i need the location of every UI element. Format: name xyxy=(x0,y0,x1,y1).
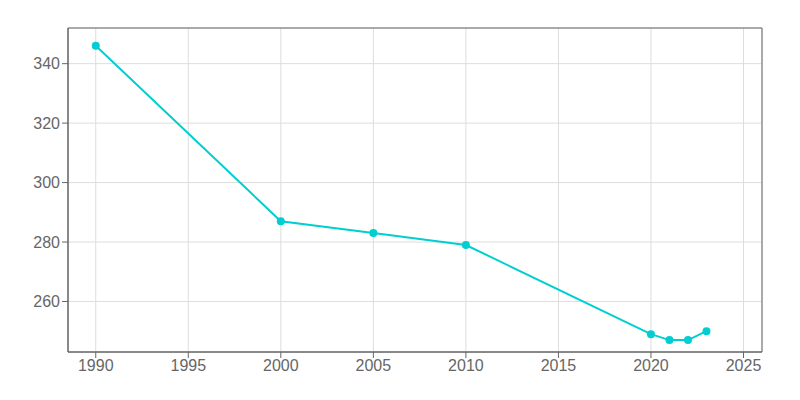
svg-text:260: 260 xyxy=(33,293,60,310)
svg-text:2020: 2020 xyxy=(633,357,669,374)
svg-text:340: 340 xyxy=(33,55,60,72)
svg-text:1990: 1990 xyxy=(78,357,114,374)
svg-text:320: 320 xyxy=(33,115,60,132)
svg-text:300: 300 xyxy=(33,174,60,191)
svg-text:1995: 1995 xyxy=(170,357,206,374)
svg-text:2015: 2015 xyxy=(541,357,577,374)
svg-text:2010: 2010 xyxy=(448,357,484,374)
svg-text:2000: 2000 xyxy=(263,357,299,374)
svg-text:280: 280 xyxy=(33,234,60,251)
svg-text:2005: 2005 xyxy=(356,357,392,374)
svg-text:2025: 2025 xyxy=(726,357,762,374)
